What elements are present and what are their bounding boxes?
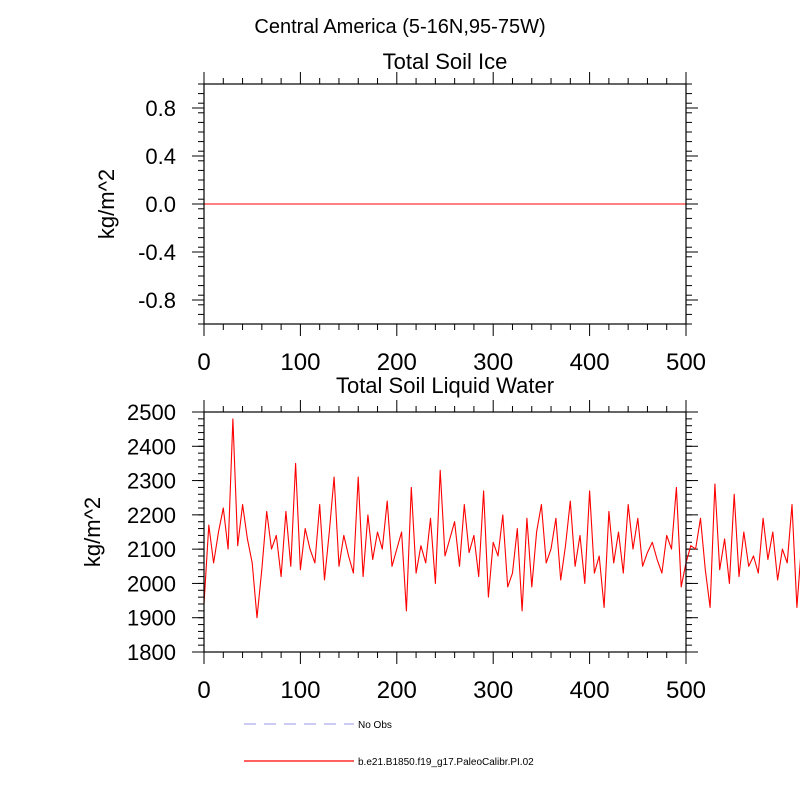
legend: No Obs b.e21.B1850.f19_g17.PaleoCalibr.P… bbox=[244, 720, 534, 768]
panel-soil-liquid-water: Total Soil Liquid Water kg/m^2 0 100 200 30… bbox=[80, 373, 800, 704]
x-tick-label: 300 bbox=[473, 349, 513, 376]
y-tick-label: 2500 bbox=[127, 400, 176, 425]
y-tick-label: 0.0 bbox=[145, 192, 176, 217]
panel-1-ylabel: kg/m^2 bbox=[94, 169, 119, 239]
panel-2-ytick-labels: 1800 1900 2000 2100 2200 2300 2400 2500 bbox=[127, 400, 176, 665]
x-tick-label: 0 bbox=[197, 677, 210, 704]
panel-2-title: Total Soil Liquid Water bbox=[336, 373, 554, 398]
x-tick-label: 200 bbox=[377, 349, 417, 376]
legend-no-obs-label: No Obs bbox=[358, 720, 392, 731]
y-tick-label: 2300 bbox=[127, 469, 176, 494]
panel-2-series bbox=[203, 418, 800, 619]
legend-run-label: b.e21.B1850.f19_g17.PaleoCalibr.PI.02 bbox=[358, 757, 534, 768]
panel-1-frame bbox=[203, 83, 687, 325]
y-tick-label: 2100 bbox=[127, 537, 176, 562]
y-tick-label: -0.8 bbox=[138, 288, 176, 313]
x-tick-label: 100 bbox=[280, 677, 320, 704]
panel-1-ytick-labels: -0.8 -0.4 0.0 0.4 0.8 bbox=[138, 96, 176, 313]
panel-2-frame bbox=[203, 411, 687, 653]
y-tick-label: 1900 bbox=[127, 606, 176, 631]
x-tick-label: 500 bbox=[666, 677, 706, 704]
panel-2-ylabel: kg/m^2 bbox=[80, 497, 105, 567]
y-tick-label: 2400 bbox=[127, 434, 176, 459]
x-tick-label: 400 bbox=[570, 677, 610, 704]
x-tick-label: 300 bbox=[473, 677, 513, 704]
y-tick-label: 1800 bbox=[127, 640, 176, 665]
panel-2-ticks bbox=[192, 400, 698, 664]
figure-title: Central America (5-16N,95-75W) bbox=[254, 16, 545, 38]
panel-2-xtick-labels: 0 100 200 300 400 500 bbox=[197, 677, 706, 704]
y-tick-label: 2200 bbox=[127, 503, 176, 528]
y-tick-label: -0.4 bbox=[138, 240, 176, 265]
series-line bbox=[203, 418, 800, 619]
x-tick-label: 500 bbox=[666, 349, 706, 376]
x-tick-label: 200 bbox=[377, 677, 417, 704]
panel-1-xtick-labels: 0 100 200 300 400 500 bbox=[197, 349, 706, 376]
x-tick-label: 0 bbox=[197, 349, 210, 376]
panel-1-ticks bbox=[192, 72, 698, 336]
y-tick-label: 0.4 bbox=[145, 144, 176, 169]
x-tick-label: 100 bbox=[280, 349, 320, 376]
panel-soil-ice: Total Soil Ice kg/m^2 0 100 200 300 400 500 -… bbox=[94, 49, 706, 376]
y-tick-label: 0.8 bbox=[145, 96, 176, 121]
panel-1-title: Total Soil Ice bbox=[383, 49, 508, 74]
y-tick-label: 2000 bbox=[127, 571, 176, 596]
x-tick-label: 400 bbox=[570, 349, 610, 376]
